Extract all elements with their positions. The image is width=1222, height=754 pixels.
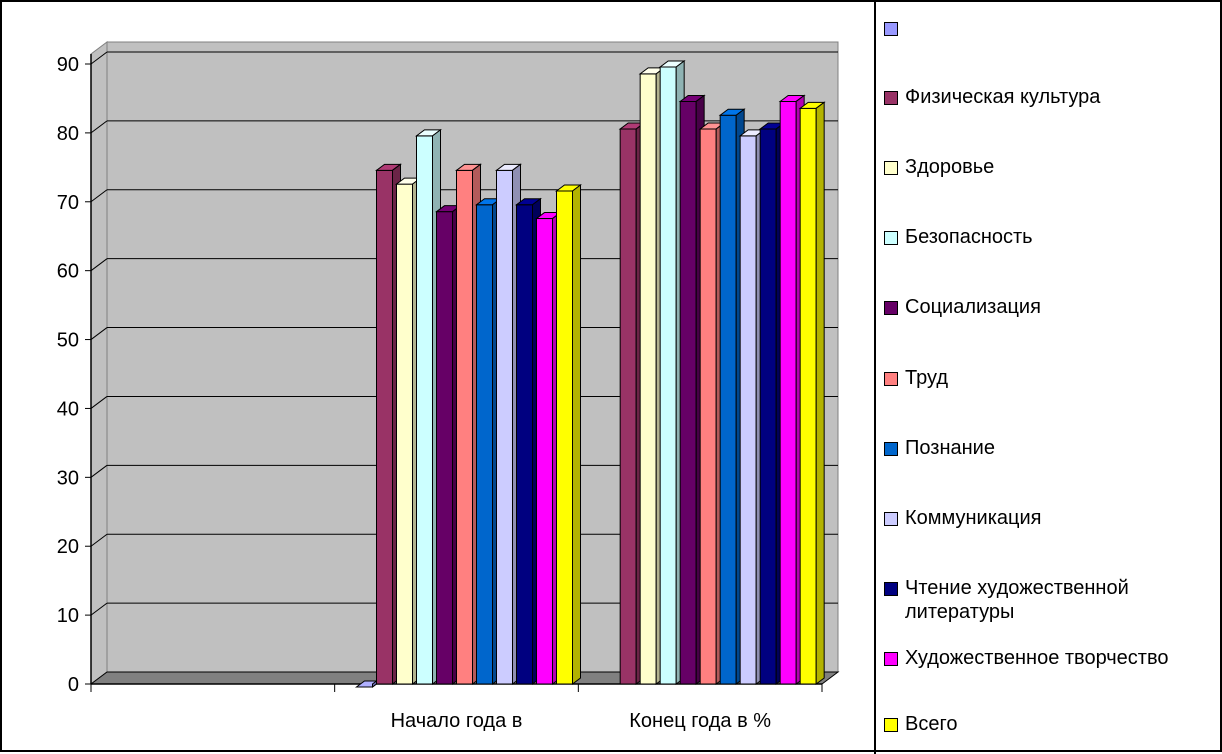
x-tick-label: Конец года в % bbox=[629, 710, 771, 732]
bar bbox=[759, 128, 777, 685]
legend-label: Физическая культура bbox=[905, 86, 1101, 108]
bar bbox=[456, 169, 473, 685]
bar bbox=[639, 73, 657, 685]
legend-swatch bbox=[884, 582, 898, 596]
legend-label: Здоровье bbox=[905, 156, 995, 178]
bar bbox=[476, 204, 493, 685]
bar bbox=[679, 100, 697, 685]
legend-swatch bbox=[884, 22, 898, 36]
bar bbox=[516, 204, 533, 685]
y-tick-label: 80 bbox=[57, 123, 79, 145]
y-tick-label: 40 bbox=[57, 398, 79, 420]
gridline-side bbox=[90, 51, 108, 65]
legend-item: Всего bbox=[884, 712, 1219, 736]
gridline-side bbox=[90, 396, 108, 409]
legend-item bbox=[884, 16, 1219, 36]
legend-swatch bbox=[884, 652, 898, 666]
x-tick-label: Начало года в bbox=[391, 710, 523, 732]
bar bbox=[659, 66, 677, 685]
legend-item: Здоровье bbox=[884, 155, 1219, 179]
bar bbox=[556, 190, 573, 685]
legend-label: Безопасность bbox=[905, 226, 1033, 248]
y-tick-label: 30 bbox=[57, 467, 79, 489]
legend-label: Художественное творчество bbox=[905, 647, 1169, 669]
gridline-side bbox=[90, 189, 108, 203]
legend-label: Коммуникация bbox=[905, 507, 1042, 529]
bar bbox=[799, 107, 817, 685]
legend-swatch bbox=[884, 161, 898, 175]
bar bbox=[416, 135, 433, 685]
bar bbox=[376, 169, 393, 685]
bar bbox=[536, 218, 553, 685]
legend-label: Всего bbox=[905, 713, 958, 735]
y-tick-label: 10 bbox=[57, 605, 79, 627]
legend-swatch bbox=[884, 91, 898, 105]
bar bbox=[699, 128, 717, 685]
legend-item: Коммуникация bbox=[884, 506, 1219, 530]
legend-item: Чтение художественной литературы bbox=[884, 576, 1219, 624]
legend-item: Труд bbox=[884, 366, 1219, 390]
bar-side bbox=[815, 101, 825, 685]
legend-label: Труд bbox=[905, 367, 948, 389]
bar bbox=[739, 135, 757, 685]
legend-label: Чтение художественной литературы bbox=[905, 577, 1129, 623]
bar-side bbox=[572, 184, 581, 685]
y-tick-label: 0 bbox=[68, 674, 79, 696]
bar bbox=[619, 128, 637, 685]
legend: Физическая культура Здоровье Безопасность С… bbox=[874, 2, 1222, 754]
legend-item: Познание bbox=[884, 436, 1219, 460]
legend-swatch bbox=[884, 442, 898, 456]
legend-item: Физическая культура bbox=[884, 85, 1219, 109]
y-tick-label: 20 bbox=[57, 536, 79, 558]
y-tick-label: 60 bbox=[57, 261, 79, 283]
legend-label: Социализация bbox=[905, 296, 1041, 318]
gridline-side bbox=[90, 258, 108, 272]
gridline-side bbox=[90, 120, 108, 134]
legend-item: Художественное творчество bbox=[884, 646, 1219, 670]
gridline-side bbox=[90, 533, 108, 547]
bar bbox=[396, 183, 413, 685]
y-tick-label: 90 bbox=[57, 54, 79, 76]
legend-swatch bbox=[884, 512, 898, 526]
side-wall bbox=[90, 41, 108, 685]
legend-swatch bbox=[884, 372, 898, 386]
gridline-side bbox=[90, 602, 108, 616]
y-tick-label: 50 bbox=[57, 330, 79, 352]
bar bbox=[496, 169, 513, 685]
legend-swatch bbox=[884, 231, 898, 245]
bar bbox=[436, 211, 453, 685]
legend-label: Познание bbox=[905, 437, 995, 459]
legend-item: Безопасность bbox=[884, 225, 1219, 249]
bar bbox=[719, 114, 737, 685]
legend-swatch bbox=[884, 718, 898, 732]
gridline-side bbox=[90, 327, 108, 340]
legend-swatch bbox=[884, 301, 898, 315]
legend-item: Социализация bbox=[884, 295, 1219, 319]
gridline-side bbox=[90, 464, 108, 478]
y-tick-label: 70 bbox=[57, 192, 79, 214]
plot-area: 0 10 20 30 40 50 60 70 80 90 Начало года в Конец го… bbox=[57, 41, 840, 732]
bar bbox=[779, 100, 797, 685]
